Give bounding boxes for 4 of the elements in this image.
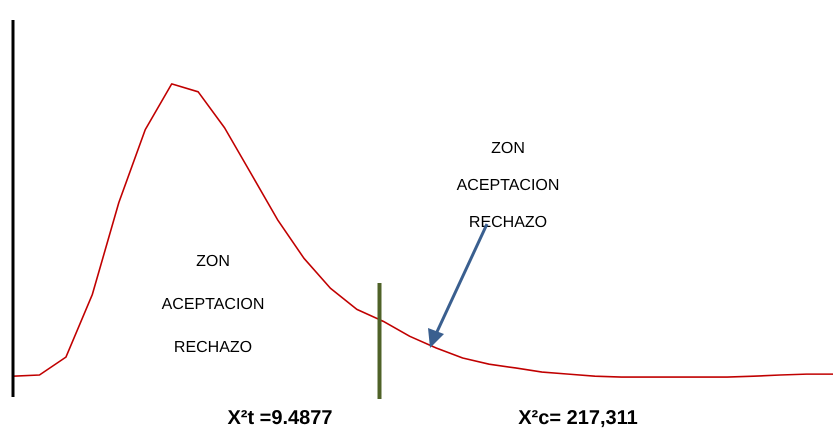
text: ZON ACEPTACION RECHAZO bbox=[162, 253, 264, 356]
text: ZON ACEPTACION RECHAZO bbox=[456, 140, 560, 231]
text: X²t =9.4877 bbox=[227, 406, 333, 430]
text: X²c= 217,311 bbox=[518, 406, 638, 430]
